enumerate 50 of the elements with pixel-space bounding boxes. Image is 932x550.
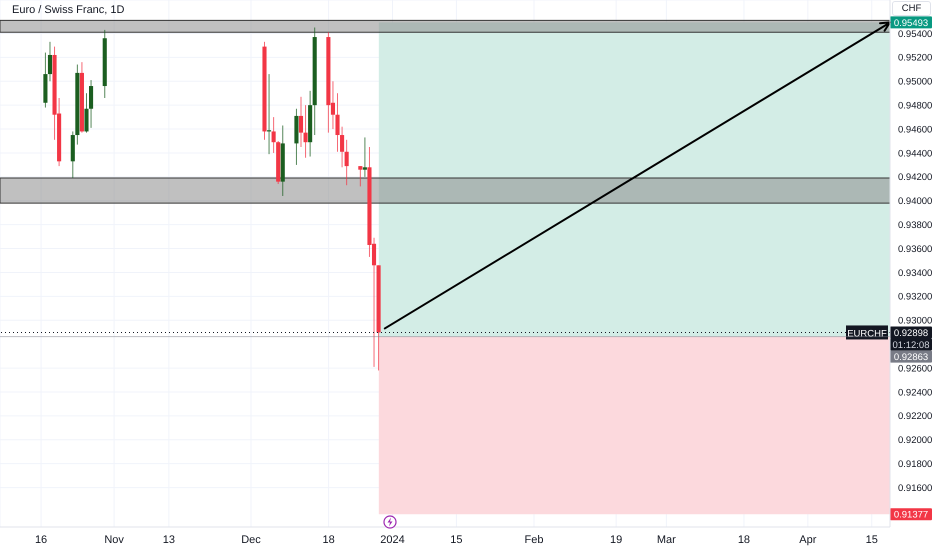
y-tick-label: 0.95000	[898, 76, 932, 88]
x-tick-label: 15	[866, 534, 878, 546]
x-tick-label: 2024	[380, 534, 405, 546]
x-tick-label: Feb	[524, 534, 544, 546]
text: 01:12:08	[892, 340, 930, 351]
x-tick-label: Nov	[104, 534, 124, 546]
candlestick	[298, 96, 304, 148]
y-tick-label: 0.94400	[898, 148, 932, 160]
x-tick-label: Dec	[241, 534, 262, 546]
candlestick	[304, 104, 308, 158]
candlestick	[89, 80, 94, 128]
x-tick-label: 18	[738, 534, 750, 546]
y-tick-label: 0.91600	[898, 482, 932, 494]
y-tick-label: 0.95400	[898, 28, 932, 40]
candlestick	[340, 126, 344, 168]
x-tick-label: Apr	[799, 534, 817, 546]
annotation: EURCHF	[847, 328, 887, 340]
candlestick	[48, 41, 52, 82]
y-tick-label: 0.92600	[898, 363, 932, 374]
candlestick	[272, 116, 276, 154]
text: CHF	[892, 1, 931, 16]
x-tick-label: Mar	[656, 534, 676, 546]
y-tick-label: 0.92000	[898, 435, 932, 446]
y-tick-label: 0.92400	[898, 387, 932, 398]
x-tick-label: 16	[34, 534, 48, 546]
chart-title: Euro / Swiss Franc, 1D	[12, 4, 124, 16]
y-tick-label: 0.94200	[898, 172, 932, 184]
y-tick-label: 0.93400	[898, 268, 932, 279]
x-tick-label: 19	[610, 534, 622, 546]
y-tick-label: 0.93800	[898, 220, 932, 232]
y-tick-label: 0.94000	[898, 196, 932, 208]
y-tick-label: 0.95200	[898, 52, 932, 64]
y-tick-label: 0.92200	[898, 411, 932, 422]
y-tick-label: 0.93000	[898, 316, 932, 327]
y-tick-label: 0.94600	[898, 124, 932, 136]
x-tick-label: 15	[450, 534, 463, 546]
y-tick-label: 0.93600	[898, 244, 932, 255]
ref-line-label: 0.92863	[894, 352, 928, 364]
candlestick	[335, 92, 340, 152]
y-tick-label: 0.93200	[898, 292, 932, 303]
y-tick-label: 0.91800	[898, 459, 932, 470]
candlestick	[358, 166, 362, 187]
x-tick-label: 18	[322, 534, 335, 546]
ref-line-label: 0.92898	[894, 328, 928, 339]
x-tick-label: 13	[162, 534, 175, 546]
candlestick	[84, 92, 89, 134]
y-tick-label: 0.94800	[898, 100, 932, 112]
candlestick	[344, 139, 349, 186]
band-label: 0.95493	[894, 18, 928, 29]
band-label: 0.91377	[894, 510, 928, 521]
